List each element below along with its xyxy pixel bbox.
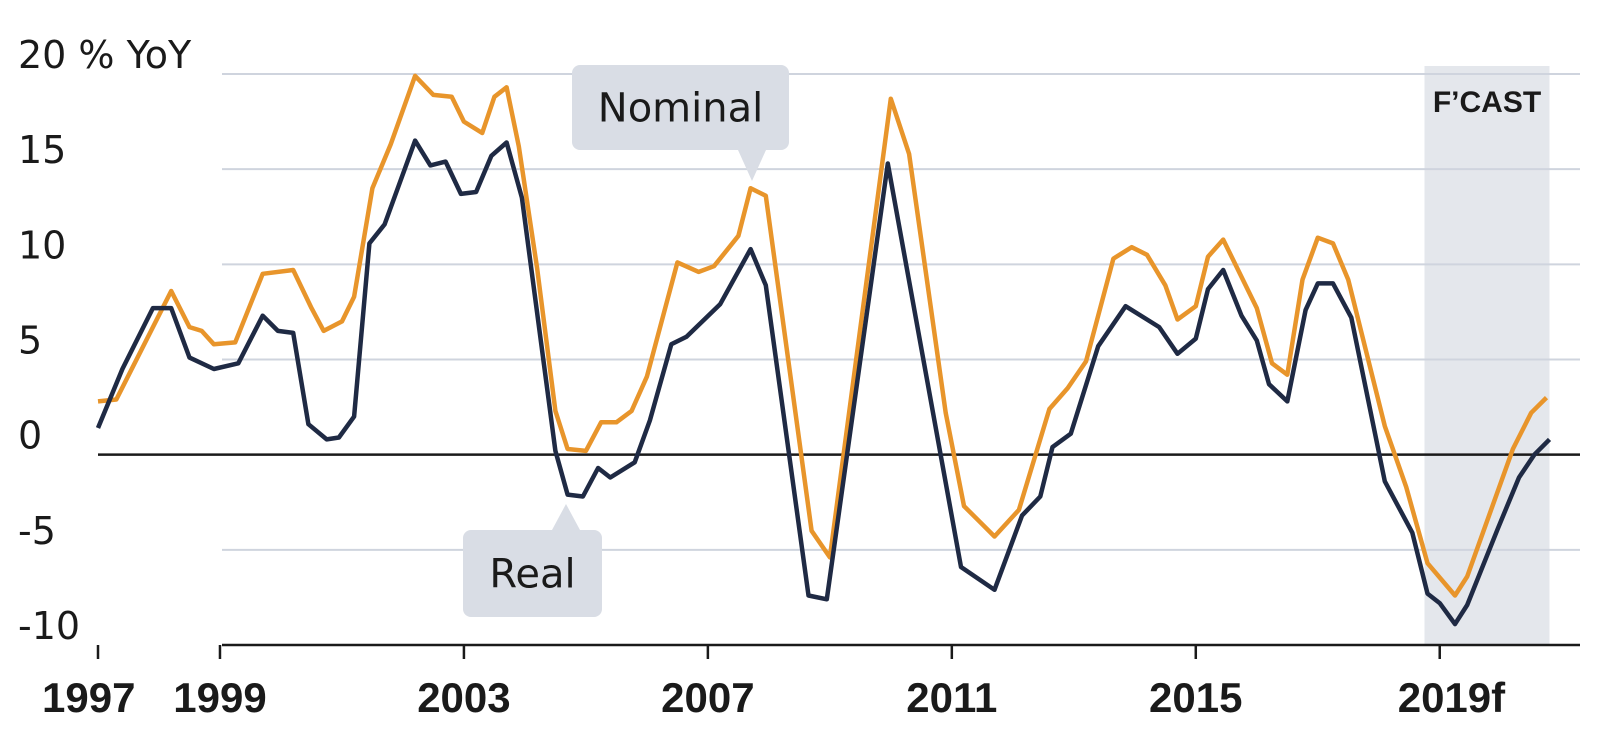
- callout-pointer: [738, 150, 766, 181]
- callout: Real: [463, 504, 602, 617]
- forecast-label: F’CAST: [1433, 86, 1541, 119]
- x-tick-label: 2003: [417, 674, 510, 721]
- y-tick-label: 0: [18, 414, 42, 458]
- x-tick-label: 1999: [173, 674, 266, 721]
- y-tick-label: 15: [18, 128, 66, 172]
- legend-label: Real: [489, 552, 575, 598]
- legend-label: Nominal: [598, 86, 763, 132]
- y-tick-label: 10: [18, 223, 66, 267]
- y-tick-label: -10: [18, 604, 80, 648]
- forecast-band: [1424, 66, 1550, 645]
- series-line: [97, 73, 1549, 598]
- x-tick-label: 2007: [661, 674, 754, 721]
- x-tick-label: 1997: [42, 674, 135, 721]
- y-tick-label: -5: [18, 509, 56, 553]
- callout-pointer: [552, 504, 580, 530]
- series-line: [95, 138, 1552, 627]
- y-tick-label: 5: [18, 319, 42, 363]
- x-tick-label: 2011: [906, 674, 997, 721]
- x-tick-label: 2019f: [1398, 674, 1506, 721]
- callout: Nominal: [572, 65, 789, 181]
- callout-box: [572, 65, 789, 150]
- y-tick-label: 20 % YoY: [18, 33, 192, 77]
- callout-box: [463, 530, 602, 617]
- x-tick-label: 2015: [1149, 674, 1242, 721]
